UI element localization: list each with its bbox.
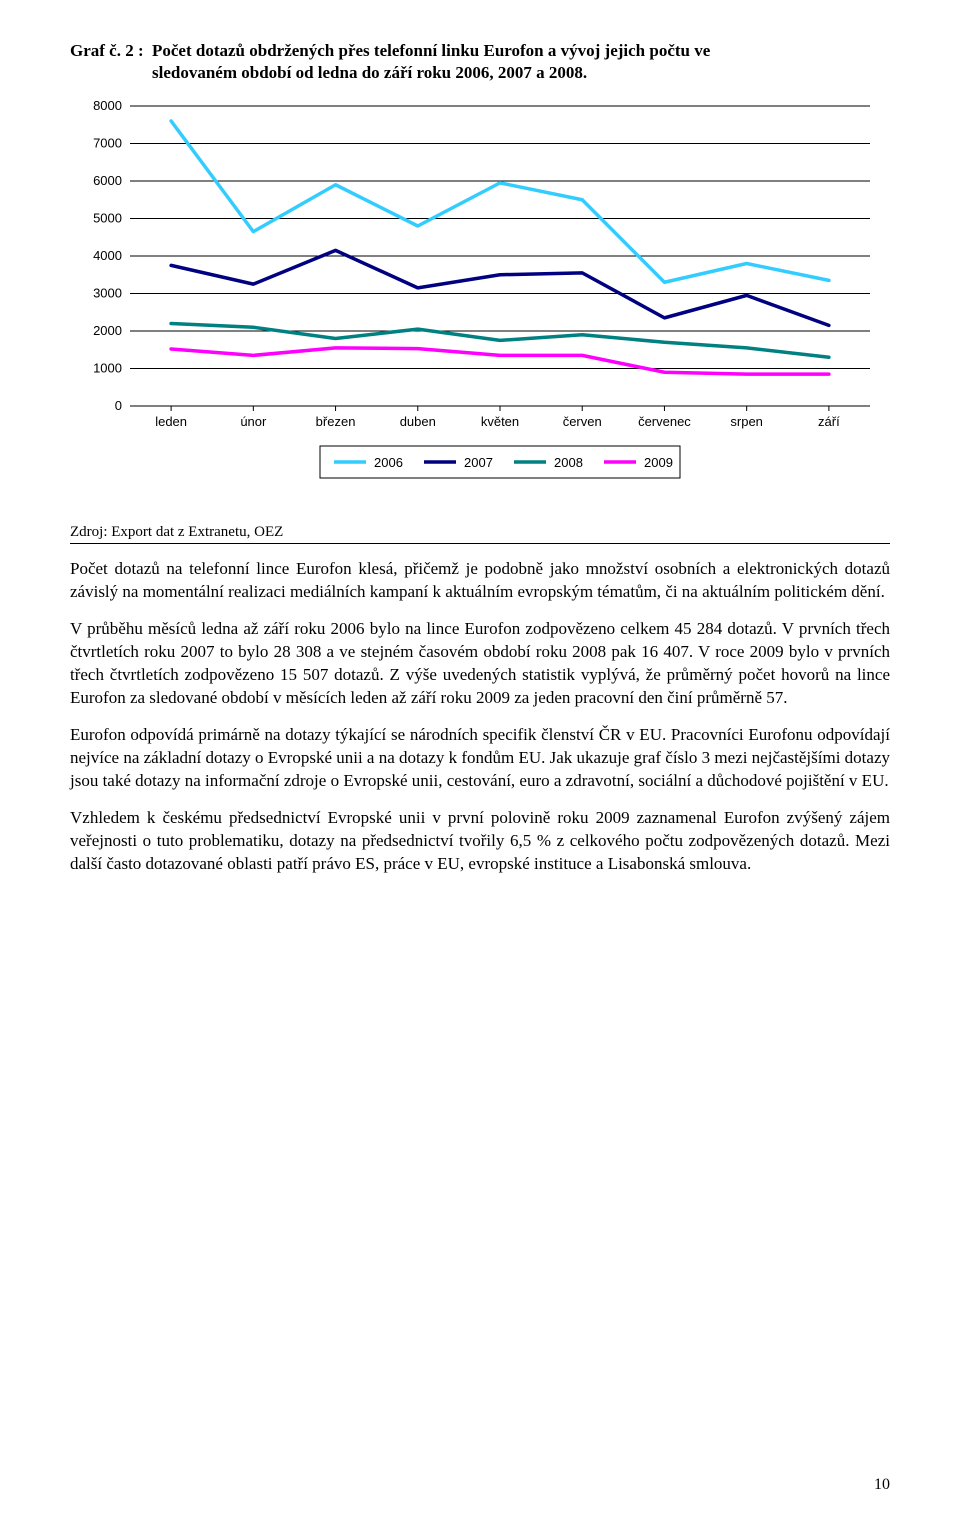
svg-text:2000: 2000 bbox=[93, 323, 122, 338]
caption-label: Graf č. 2 : bbox=[70, 41, 144, 60]
paragraph-3: Eurofon odpovídá primárně na dotazy týka… bbox=[70, 724, 890, 793]
svg-text:4000: 4000 bbox=[93, 248, 122, 263]
svg-text:únor: únor bbox=[240, 414, 267, 429]
svg-text:2009: 2009 bbox=[644, 455, 673, 470]
svg-text:květen: květen bbox=[481, 414, 519, 429]
svg-text:6000: 6000 bbox=[93, 173, 122, 188]
caption-line1: Počet dotazů obdržených přes telefonní l… bbox=[152, 41, 710, 60]
svg-text:2008: 2008 bbox=[554, 455, 583, 470]
chart-caption: Graf č. 2 : Počet dotazů obdržených přes… bbox=[70, 40, 890, 84]
svg-text:5000: 5000 bbox=[93, 211, 122, 226]
svg-text:červenec: červenec bbox=[638, 414, 691, 429]
svg-text:leden: leden bbox=[155, 414, 187, 429]
line-chart: 0 1000 2000 3000 4000 5000 6000 7000 8000 leden ún… bbox=[70, 96, 890, 516]
svg-text:1000: 1000 bbox=[93, 361, 122, 376]
svg-text:duben: duben bbox=[400, 414, 436, 429]
svg-text:0: 0 bbox=[115, 398, 122, 413]
paragraph-1: Počet dotazů na telefonní lince Eurofon … bbox=[70, 558, 890, 604]
svg-text:srpen: srpen bbox=[730, 414, 763, 429]
paragraph-2: V průběhu měsíců ledna až září roku 2006… bbox=[70, 618, 890, 710]
svg-text:7000: 7000 bbox=[93, 136, 122, 151]
caption-line2: sledovaném období od ledna do září roku … bbox=[152, 63, 587, 82]
chart-source: Zdroj: Export dat z Extranetu, OEZ bbox=[70, 524, 890, 544]
svg-text:březen: březen bbox=[316, 414, 356, 429]
svg-text:2006: 2006 bbox=[374, 455, 403, 470]
paragraph-4: Vzhledem k českému předsednictví Evropsk… bbox=[70, 807, 890, 876]
svg-text:3000: 3000 bbox=[93, 286, 122, 301]
chart-svg: 0 1000 2000 3000 4000 5000 6000 7000 8000 leden ún… bbox=[70, 96, 890, 516]
page-number: 10 bbox=[874, 1476, 890, 1494]
svg-text:2007: 2007 bbox=[464, 455, 493, 470]
svg-text:červen: červen bbox=[563, 414, 602, 429]
page-root: Graf č. 2 : Počet dotazů obdržených přes… bbox=[0, 0, 960, 1524]
svg-text:8000: 8000 bbox=[93, 98, 122, 113]
svg-text:září: září bbox=[818, 414, 840, 429]
